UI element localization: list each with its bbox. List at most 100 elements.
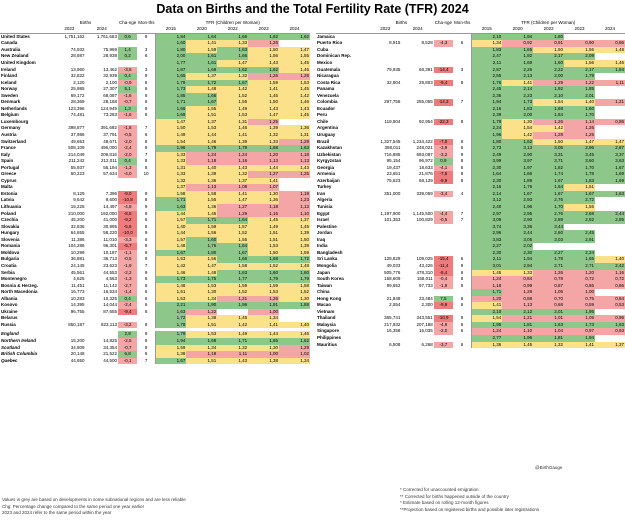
- tfr-2023-cell: 1,20: [564, 269, 595, 277]
- country-cell: Puerto Rico: [317, 40, 343, 46]
- tfr-2015-cell: 3,01: [470, 262, 503, 270]
- births-2024-cell: 97,733: [419, 282, 433, 288]
- births-2024-cell: 13,462: [103, 66, 117, 72]
- births-2024-cell: 44,500: [103, 357, 117, 363]
- months-cell: 8: [460, 295, 464, 301]
- table-row: Argentina 2,24 1,54 1,42 1,26: [316, 125, 625, 133]
- tfr-2022-cell: 0,91: [533, 40, 565, 47]
- change-cell: -4,9: [433, 321, 454, 329]
- table-row: Uruguay 1,96 1,42 1,28 1,25: [316, 132, 625, 139]
- country-cell: Croatia: [1, 262, 17, 268]
- tfr-2022-cell: 1,84: [533, 112, 565, 119]
- tfr-2015-cell: 1,65: [154, 73, 187, 80]
- table-row: Hungary 64,655 58,220 -10,0 9 1,44 1,56 1,52 1,5…: [0, 230, 310, 237]
- tfr-2023-cell: 1,50: [248, 249, 280, 257]
- col-tfr-2024: 2024: [279, 26, 310, 34]
- tfr-2022-cell: 1,96: [217, 302, 249, 309]
- tfr-2022-cell: 1,52: [217, 289, 249, 296]
- tfr-2022-cell: 1,26: [533, 269, 565, 277]
- country-cell: Uruguay: [317, 132, 336, 138]
- right-table: Births Cha-nge Mon-ths TFR (Children per Wo…: [316, 20, 625, 349]
- country-cell: Sri Lanka: [317, 256, 338, 262]
- tfr-2022-cell: 1,70: [533, 204, 565, 211]
- months-cell: 8: [144, 158, 148, 164]
- table-row: Slovakia 32,836 30,995 -5,6 8 1,40 1,59 1,57 1,4…: [0, 223, 310, 231]
- change-cell: -10,9: [433, 315, 454, 322]
- col-2023: 2023: [53, 26, 86, 34]
- table-row: Egypt 1,197,900 1,145,500 -4,4 7 2,97 2,95 2,76…: [316, 210, 625, 218]
- table-row: Azerbaijan 75,623 68,129 -9,9 8 2,30 1,89 1,67 1…: [316, 177, 625, 185]
- tfr-2024-cell: 1,62: [279, 33, 310, 41]
- births-2024-cell: 92,954: [419, 118, 433, 124]
- tfr-2020-cell: 3,97: [502, 158, 534, 165]
- tfr-2023-cell: 2,91: [564, 236, 595, 244]
- tfr-2023-cell: 1,68: [248, 256, 280, 263]
- col-tfr-2023: 2023: [564, 26, 595, 34]
- months-header: Mon-ths: [138, 20, 155, 25]
- tfr-2023-cell: 1,79: [248, 276, 280, 283]
- table-row: Northern Ireland 15,200 14,825 -2,5 9 1,94 1,6…: [0, 337, 310, 345]
- births-2023-cell: 99,652: [386, 282, 401, 288]
- tfr-2015-cell: 1,38: [154, 351, 187, 358]
- table-row: Jamaica 2,10 1,94 1,80: [316, 33, 625, 41]
- months-cell: 3: [144, 46, 148, 52]
- births-2023-cell: 34,809: [70, 344, 85, 350]
- births-2023-cell: 8,915: [389, 40, 401, 46]
- table-row: Bulgaria 36,881 36,713 -0,5 9 1,53 1,56 1,66 1,6…: [0, 256, 310, 263]
- tfr-2024-cell: 1,42: [279, 92, 310, 100]
- tfr-2024-cell: 1,39: [279, 243, 310, 250]
- col-2024: 2024: [85, 26, 118, 34]
- tfr-2024-cell: 1,45: [279, 60, 310, 67]
- country-cell: Kyrgyzstan: [317, 158, 342, 164]
- months-cell: 6: [460, 256, 464, 262]
- births-2023-cell: 6,508: [389, 341, 401, 347]
- tfr-2020-cell: 1,36: [186, 204, 218, 211]
- tfr-2020-cell: 1,48: [186, 86, 218, 93]
- tfr-2015-cell: 1,96: [154, 145, 187, 152]
- table-row: Singapore 16,358 16,035 -2,0 6 1,24 1,10 1,04 0,…: [316, 328, 625, 335]
- tfr-2023-cell: 1,65: [248, 337, 280, 345]
- change-cell: 5,1: [117, 86, 138, 93]
- tfr-2022-cell: 1,92: [533, 86, 565, 93]
- table-row: Japan 505,776 478,310 -5,4 6 1,45 1,33 1,26 1,20…: [316, 269, 625, 277]
- tfr-2020-cell: 1,61: [186, 60, 218, 67]
- tfr-2020-cell: 1,96: [502, 204, 534, 211]
- table-row: Norway 25,985 27,307 5,1 6 1,73 1,48 1,42 1,41 1,…: [0, 86, 310, 93]
- tfr-2022-cell: 2,01: [533, 308, 565, 316]
- tfr-2024-cell: 1,48: [279, 262, 310, 270]
- table-row: Bangladesh 2,30 2,30 2,27 2,24: [316, 249, 625, 257]
- change-cell: 1,3: [117, 105, 138, 113]
- change-cell: 6,8: [117, 351, 138, 358]
- births-2023-cell: 60,223: [70, 171, 85, 177]
- tfr-2022-cell: 1,52: [217, 230, 249, 237]
- births-2024-cell: 28,168: [103, 99, 117, 105]
- tfr-2020-cell: 1,65: [502, 46, 534, 54]
- change-cell: -1,3: [117, 276, 138, 283]
- country-cell: Iran: [317, 190, 326, 196]
- table-row: Costa Rica 32,904 29,803 -9,4 8 1,76 1,41 1,29 1…: [316, 79, 625, 87]
- country-cell: Mongolia: [317, 262, 337, 268]
- tfr-2024-cell: 1,47: [279, 46, 310, 54]
- table-row: Serbia 45,561 44,553 -2,2 9 1,46 1,48 1,63 1,60 1…: [0, 269, 310, 277]
- table-row: Moldova 10,299 10,187 -1,1 6 1,67 1,80 1,67 1,50…: [0, 249, 310, 257]
- table-row: Estonia 8,129 7,396 -9,0 9 1,58 1,58 1,41 1,30 1,…: [0, 190, 310, 198]
- months-cell: 9: [144, 190, 148, 196]
- births-2023-cell: 15,225: [70, 204, 85, 210]
- change-cell: -4,3: [433, 40, 454, 47]
- table-row: Russia 850,187 823,113 -3,2 8 1,78 1,51 1,42 1,4…: [0, 321, 310, 329]
- left-table-panel: Births Cha-nge Mon-ths TFR (Children per Wo…: [0, 20, 310, 365]
- months-cell: 6: [144, 351, 148, 357]
- country-cell: British Columbia: [1, 351, 38, 357]
- tfr-2022-cell: 1,26: [533, 118, 565, 126]
- tfr-2015-cell: 1,84: [154, 33, 187, 41]
- table-row: Belarus 1,72 1,38 1,45 1,34: [0, 315, 310, 322]
- months-cell: 8: [460, 177, 464, 183]
- tfr-2022-cell: 2,76: [533, 197, 565, 205]
- tfr-2024-cell: 1,50: [279, 236, 310, 244]
- months-cell: 7: [144, 262, 148, 268]
- births-2024-cell: 29,803: [419, 79, 433, 85]
- tfr-2023-cell: 1,73: [564, 321, 595, 329]
- tfr-2020-cell: 1,37: [186, 73, 218, 80]
- col-tfr-2024: 2024: [594, 26, 625, 34]
- change-cell: 0,6: [117, 33, 138, 41]
